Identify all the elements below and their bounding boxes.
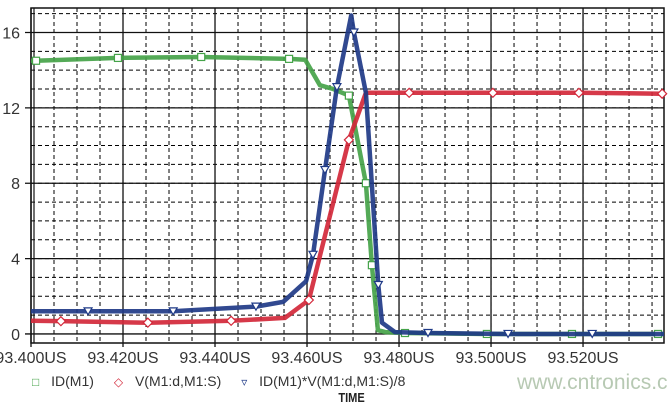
x-tick-label: 93.500US [455,350,526,367]
triangle-marker [250,302,261,312]
square-marker [113,53,123,63]
x-tick-label: 93.400US [0,350,67,367]
diamond-marker [343,134,355,146]
triangle-marker [422,328,434,338]
triangle-marker [373,280,384,290]
legend: □ ID(M1) ◇ V(M1:d,M1:S) ▿ ID(M1)*V(M1:d,… [32,373,421,389]
triangle-marker [307,250,319,260]
diamond-marker [403,87,415,99]
square-marker [284,54,294,63]
x-axis-label: TIME [338,390,365,405]
watermark: www.cntronics.com [517,371,668,394]
legend-item-id: □ ID(M1) [32,373,102,389]
triangle-marker [168,307,179,317]
y-tick-label: 12 [2,101,20,118]
x-tick-label: 93.520US [547,350,618,367]
diamond-marker [487,87,499,99]
x-tick-label: 93.460US [271,350,342,367]
square-marker [197,52,206,62]
x-tick-label: 93.480US [363,350,434,367]
series-line-2 [31,13,664,337]
diamond-marker [142,317,154,328]
y-tick-label: 16 [2,25,20,42]
triangle-marker [503,329,514,339]
diamond-marker [573,87,585,99]
square-marker [344,91,353,100]
square-marker-icon: □ [32,375,40,389]
plot-frame [30,7,665,344]
diamond-marker [303,294,315,306]
legend-label: V(M1:d,M1:S) [134,373,222,389]
triangle-marker [331,83,342,92]
triangle-marker-icon: ▿ [241,375,248,389]
square-marker [367,261,376,270]
triangle-marker [83,307,94,317]
square-marker [361,179,371,188]
legend-label: ID(M1) [51,373,94,389]
diamond-marker [55,315,67,327]
y-tick-label: 8 [11,176,20,193]
diamond-marker-icon: ◇ [113,375,124,389]
legend-label: ID(M1)*V(M1:d,M1:S)/8 [259,373,406,389]
x-tick-label: 93.440US [179,350,250,367]
y-tick-label: 0 [11,327,20,344]
legend-item-v: ◇ V(M1:d,M1:S) [114,373,229,389]
y-tick-label: 4 [11,252,20,269]
triangle-marker [348,28,359,38]
legend-item-power: ▿ ID(M1)*V(M1:d,M1:S)/8 [241,373,413,389]
triangle-marker [319,165,330,175]
diamond-marker [225,315,237,327]
square-marker [31,56,41,65]
series-line-1 [30,90,663,325]
diamond-marker [656,88,668,100]
x-tick-label: 93.420US [87,350,158,367]
triangle-marker [587,329,598,339]
